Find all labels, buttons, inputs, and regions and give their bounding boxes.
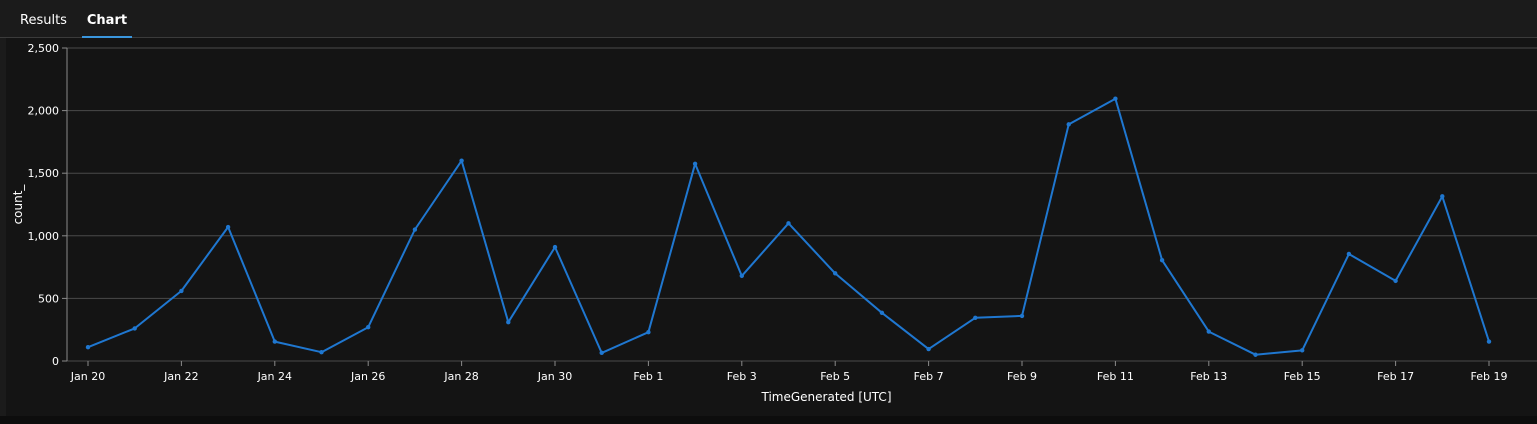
data-point (132, 326, 137, 331)
data-point (506, 319, 511, 325)
data-point (739, 273, 744, 279)
data-point (179, 288, 184, 294)
y-tick-label: 500 (38, 292, 59, 305)
x-tick-label: Jan 28 (443, 370, 478, 383)
x-tick-label: Jan 30 (537, 370, 572, 383)
active-tab-underline (82, 36, 132, 38)
y-tick-label: 0 (52, 355, 59, 368)
x-tick-label: Jan 26 (350, 370, 385, 383)
data-point (692, 161, 698, 167)
x-tick-label: Jan 24 (257, 370, 292, 383)
series-line (87, 97, 1490, 356)
y-tick-label: 2,000 (28, 105, 60, 118)
data-point (646, 330, 651, 335)
y-axis-title: count_ (11, 184, 25, 225)
data-point (412, 227, 418, 232)
tab-bar: Results Chart (0, 0, 1537, 38)
x-axis-title: TimeGenerated [UTC] (761, 390, 892, 404)
data-point (1113, 96, 1118, 101)
data-point (272, 339, 277, 344)
data-point (319, 350, 324, 355)
data-point (1066, 122, 1071, 127)
tab-chart[interactable]: Chart (82, 0, 132, 38)
data-point (973, 315, 978, 321)
data-point (786, 221, 791, 226)
data-point (1019, 313, 1025, 319)
data-point (366, 324, 371, 330)
data-point (1206, 329, 1212, 334)
data-point (1346, 251, 1352, 257)
x-tick-label: Jan 22 (163, 370, 198, 383)
tab-chart-label: Chart (86, 13, 128, 28)
data-point (1300, 348, 1305, 353)
data-point (1486, 339, 1492, 344)
x-tick-label: Feb 7 (914, 370, 944, 383)
data-point (833, 271, 838, 276)
x-tick-label: Feb 11 (1097, 370, 1134, 383)
data-point (1393, 278, 1398, 284)
bottom-strip (0, 416, 1537, 424)
data-point (926, 346, 931, 352)
data-point (879, 310, 885, 315)
data-point (225, 224, 231, 230)
y-tick-label: 1,500 (28, 167, 60, 180)
x-tick-label: Feb 17 (1377, 370, 1414, 383)
x-tick-label: Feb 13 (1190, 370, 1227, 383)
data-point (1253, 352, 1258, 357)
x-tick-label: Jan 20 (70, 370, 105, 383)
x-tick-label: Feb 3 (727, 370, 757, 383)
y-tick-label: 1,000 (28, 230, 60, 243)
x-tick-label: Feb 19 (1471, 370, 1508, 383)
chart-area: 0 500 1,000 1,500 2,000 2,500 Jan 20 Jan 22 Jan … (6, 38, 1537, 416)
line-chart: 0 500 1,000 1,500 2,000 2,500 Jan 20 Jan 22 Jan … (11, 42, 1537, 404)
data-point (599, 350, 604, 356)
data-point (1159, 258, 1165, 263)
x-tick-label: Feb 9 (1007, 370, 1037, 383)
tab-results[interactable]: Results (20, 13, 67, 28)
x-tick-label: Feb 15 (1284, 370, 1321, 383)
data-point (1440, 194, 1445, 199)
x-tick-label: Feb 5 (820, 370, 850, 383)
data-point (552, 244, 558, 250)
x-tick-label: Feb 1 (633, 370, 663, 383)
y-tick-label: 2,500 (28, 42, 60, 55)
data-point (459, 158, 464, 163)
data-point (85, 345, 91, 350)
